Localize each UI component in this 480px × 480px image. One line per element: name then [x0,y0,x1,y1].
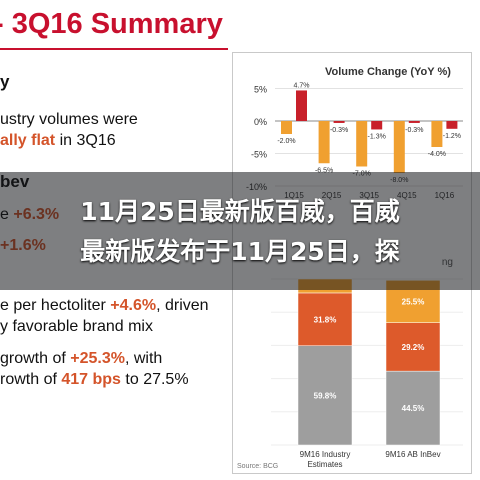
y-tick-label: 0% [254,117,267,127]
stacked-bar-segment [297,292,353,346]
slide-text-line: rowth of 417 bps to 27.5% [0,371,189,389]
data-label: 59.8% [314,391,337,400]
data-label: -4.0% [428,151,446,158]
slide-text-line: ally flat in 3Q16 [0,132,116,150]
y-tick-label: 5% [254,85,267,95]
bar [296,90,307,121]
headline-line-1: 11月25日最新版百威，百威 [80,197,400,226]
bar [408,121,420,123]
text-segment: y [0,72,10,91]
data-label: -6.5% [315,167,333,174]
data-label: 29.2% [402,343,425,352]
data-label: 4.7% [294,82,310,89]
source-note: Source: BCG [237,463,278,470]
text-segment: , with [124,350,163,367]
text-segment: y favorable brand mix [0,318,153,335]
text-segment: ustry volumes were [0,111,138,128]
data-label: -0.3% [405,127,423,134]
data-label: 31.8% [314,315,337,324]
bar [356,121,368,167]
stacked-bar-segment [297,345,353,446]
headline-text: 11月25日最新版百威，百威 最新版发布于11月25日，探 [0,192,480,272]
data-label: 44.5% [402,404,425,413]
data-label: -1.3% [368,133,386,140]
bar [393,121,405,173]
data-label: -0.3% [330,127,348,134]
x-tick-label: 9M16 Industry [300,450,351,459]
bar [431,121,443,147]
title-rule [0,48,228,50]
chart-title: Volume Change (YoY %) [325,66,451,78]
highlight-value: 417 bps [61,371,121,388]
bar [318,121,330,164]
text-segment: to 27.5% [120,371,189,388]
headline-overlay [0,172,480,290]
text-segment: growth of [0,350,71,367]
bar [281,121,292,134]
data-label: 25.5% [402,297,425,306]
x-tick-label: Estimates [307,460,342,469]
slide-text-line: ustry volumes were [0,111,138,129]
data-label: -2.0% [277,138,295,145]
highlight-value: ally flat [0,132,56,149]
highlight-value: +25.3% [70,350,125,367]
slide-text-line: e per hectoliter +4.6%, driven [0,297,209,315]
x-tick-label: 9M16 AB InBev [385,450,440,459]
slide-text-line: y [0,72,9,92]
bar [446,121,458,129]
text-segment: e per hectoliter [0,297,111,314]
slide-title: - 3Q16 Summary [0,8,223,40]
data-label: -1.2% [443,133,461,140]
text-segment: in 3Q16 [55,132,116,149]
slide-text-line: growth of +25.3%, with [0,350,162,368]
y-tick-label: -5% [251,150,267,160]
slide-text-line: y favorable brand mix [0,318,153,336]
highlight-value: +4.6% [110,297,157,314]
bar [333,121,345,123]
bar [371,121,383,130]
headline-line-2: 最新版发布于11月25日，探 [80,237,400,266]
stacked-bar-segment [385,322,441,372]
text-segment: rowth of [0,371,62,388]
text-segment: , driven [156,297,209,314]
